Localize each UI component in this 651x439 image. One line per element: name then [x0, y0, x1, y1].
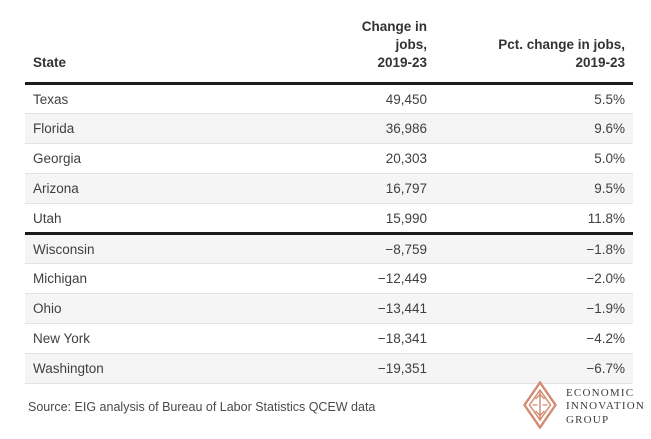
- state-cell: Utah: [25, 203, 325, 234]
- pct-cell: 9.5%: [435, 173, 633, 204]
- table-row: Wisconsin −8,759 −1.8%: [25, 232, 633, 264]
- change-cell: −12,449: [325, 263, 435, 294]
- pct-cell: −2.0%: [435, 263, 633, 294]
- pct-cell: 5.0%: [435, 143, 633, 174]
- table-row: Texas 49,450 5.5%: [25, 83, 633, 114]
- jobs-table: State Change in jobs, 2019-23 Pct. chang…: [25, 6, 633, 384]
- eig-logo: ECONOMIC INNOVATION GROUP: [523, 379, 645, 434]
- header-row: State Change in jobs, 2019-23 Pct. chang…: [25, 6, 633, 85]
- col-header-pct-line2: 2019-23: [575, 55, 625, 70]
- table-row: Florida 36,986 9.6%: [25, 113, 633, 144]
- col-header-change: Change in jobs, 2019-23: [325, 6, 435, 85]
- state-cell: New York: [25, 323, 325, 354]
- col-header-state-label: State: [33, 55, 67, 70]
- table-row: Michigan −12,449 −2.0%: [25, 263, 633, 294]
- source-note: Source: EIG analysis of Bureau of Labor …: [28, 400, 376, 414]
- state-cell: Michigan: [25, 263, 325, 294]
- col-header-change-line1: Change in jobs,: [361, 19, 427, 52]
- state-cell: Ohio: [25, 293, 325, 324]
- pct-cell: 11.8%: [435, 203, 633, 234]
- state-cell: Texas: [25, 83, 325, 114]
- col-header-change-line2: 2019-23: [377, 55, 427, 70]
- change-cell: 36,986: [325, 113, 435, 144]
- state-cell: Florida: [25, 113, 325, 144]
- pct-cell: −1.8%: [435, 232, 633, 264]
- state-cell: Georgia: [25, 143, 325, 174]
- col-header-pct: Pct. change in jobs, 2019-23: [435, 6, 633, 85]
- table-row: Arizona 16,797 9.5%: [25, 173, 633, 204]
- change-cell: 49,450: [325, 83, 435, 114]
- eig-logo-text: ECONOMIC INNOVATION GROUP: [566, 387, 645, 428]
- pct-cell: 9.6%: [435, 113, 633, 144]
- figure-footer: Source: EIG analysis of Bureau of Labor …: [28, 379, 645, 434]
- pct-cell: −4.2%: [435, 323, 633, 354]
- change-cell: 16,797: [325, 173, 435, 204]
- table-row: Georgia 20,303 5.0%: [25, 143, 633, 174]
- change-cell: 15,990: [325, 203, 435, 234]
- change-cell: −8,759: [325, 232, 435, 264]
- pct-cell: 5.5%: [435, 83, 633, 114]
- table-row: Washington −19,351 −6.7%: [25, 353, 633, 384]
- pct-cell: −1.9%: [435, 293, 633, 324]
- state-cell: Wisconsin: [25, 232, 325, 264]
- eig-logo-line3: GROUP: [565, 413, 610, 426]
- change-cell: 20,303: [325, 143, 435, 174]
- change-cell: −19,351: [325, 353, 435, 384]
- change-cell: −18,341: [325, 323, 435, 354]
- state-cell: Washington: [25, 353, 325, 384]
- table-row: Ohio −13,441 −1.9%: [25, 293, 633, 324]
- table-row: New York −18,341 −4.2%: [25, 323, 633, 354]
- eig-logo-line2: INNOVATION: [565, 400, 645, 413]
- eig-diamond-icon: [523, 379, 557, 434]
- change-cell: −13,441: [325, 293, 435, 324]
- col-header-state: State: [25, 6, 325, 85]
- table-row: Utah 15,990 11.8%: [25, 203, 633, 234]
- eig-logo-line1: ECONOMIC: [565, 386, 635, 399]
- col-header-pct-line1: Pct. change in jobs,: [498, 37, 625, 52]
- state-cell: Arizona: [25, 173, 325, 204]
- pct-cell: −6.7%: [435, 353, 633, 384]
